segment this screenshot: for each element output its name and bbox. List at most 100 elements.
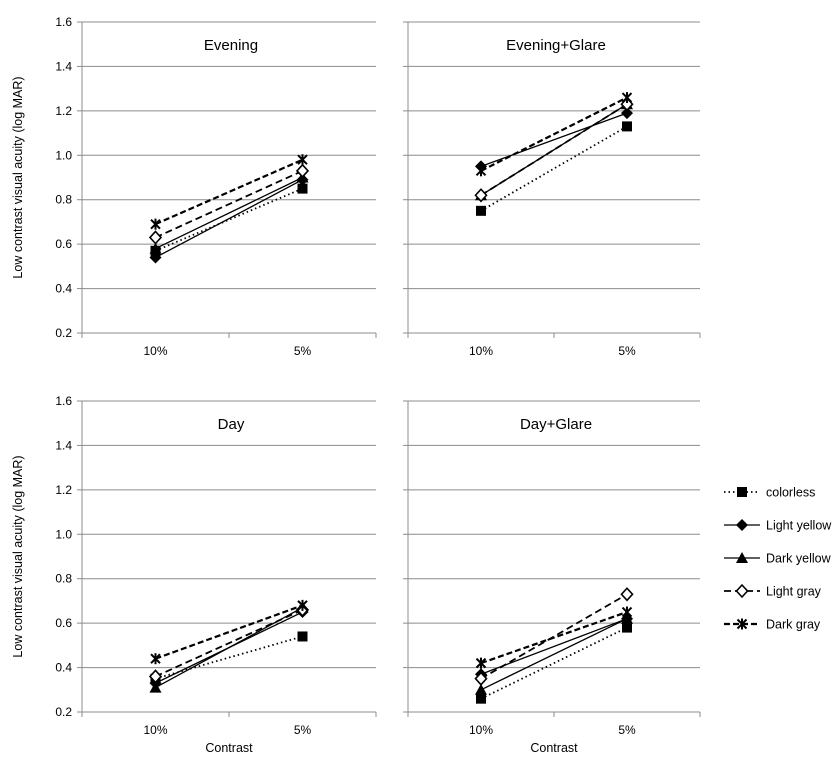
y-tick-label: 1.4 [55, 438, 72, 452]
panel-title: Day+Glare [520, 416, 592, 433]
data-point [622, 622, 632, 633]
series-line [480, 125, 628, 212]
legend-marker [736, 618, 748, 630]
triangle-marker-shape [621, 612, 633, 624]
legend-item: colorless [724, 486, 815, 500]
legend-label: Light gray [766, 585, 822, 599]
data-point [475, 165, 487, 177]
data-point [474, 671, 488, 686]
series-dark-yellow [149, 171, 309, 254]
chart-panel-1: 0.2 0.4 0.6 0.8 1.0 1.2 1.4 1.6 10% 5% Evening Low … [11, 15, 377, 358]
data-point [295, 163, 310, 179]
data-point [621, 107, 633, 120]
legend-label: Light yellow [766, 519, 832, 533]
series-light-yellow [149, 173, 309, 264]
data-point [622, 121, 632, 132]
x-tick-label: 5% [618, 723, 636, 737]
chart-panel-3: 0.2 0.4 0.6 0.8 1.0 1.2 1.4 1.6 10% 5% Day Low cont… [11, 394, 377, 755]
legend-item: Dark yellow [724, 552, 832, 566]
open-diamond-marker-shape [148, 669, 163, 684]
legend: colorless Light yellow Dark yellow Light gr… [724, 486, 832, 632]
data-point [475, 683, 487, 695]
y-tick-label: 0.6 [55, 237, 72, 251]
legend-label: Dark gray [766, 618, 821, 632]
y-tick-label: 1.2 [55, 104, 72, 118]
triangle-marker-shape [475, 683, 487, 695]
data-point [621, 612, 633, 624]
square-marker-shape [297, 631, 308, 642]
x-tick-label: 10% [469, 344, 493, 358]
diamond-marker-shape [736, 519, 748, 531]
triangle-marker-shape [149, 242, 162, 254]
y-tick-label: 0.6 [55, 616, 72, 630]
series-light-gray [148, 163, 310, 245]
data-point [621, 606, 633, 618]
series-line [480, 103, 628, 197]
y-axis-label: Low contrast visual acuity (log MAR) [11, 76, 25, 278]
chart-panel-4: 10% 5% Day+Glare Contrast [403, 400, 701, 755]
series-colorless [150, 183, 308, 256]
data-point [149, 251, 162, 264]
data-point [297, 154, 308, 166]
series-line [155, 187, 303, 252]
y-tick-label: 0.4 [55, 282, 72, 296]
series-line [480, 610, 628, 665]
legend-label: Dark yellow [766, 552, 832, 566]
square-marker-shape [622, 121, 632, 132]
open-diamond-marker-shape [735, 583, 749, 599]
series-line [480, 626, 628, 700]
legend-marker [736, 519, 748, 531]
series-line [480, 112, 628, 168]
data-point [474, 188, 488, 203]
data-point [297, 183, 308, 194]
data-point [148, 669, 163, 684]
x-tick-label: 10% [143, 723, 167, 737]
legend-item: Light gray [724, 583, 822, 599]
y-tick-label: 1.2 [55, 483, 72, 497]
series-dark-gray [150, 599, 308, 665]
data-point [148, 230, 163, 245]
series-dark-gray [150, 154, 308, 230]
series-line [155, 179, 303, 259]
legend-marker [737, 487, 747, 497]
x-tick-label: 10% [143, 344, 167, 358]
open-diamond-marker-shape [620, 587, 634, 602]
chart-panel-2: 10% 5% Evening+Glare [403, 21, 701, 358]
legend-label: colorless [766, 486, 815, 500]
panel-title: Evening+Glare [506, 37, 606, 54]
data-point [476, 693, 486, 704]
y-tick-label: 0.8 [55, 572, 72, 586]
x-axis-label: Contrast [530, 741, 578, 755]
y-tick-label: 1.6 [55, 15, 72, 29]
data-point [149, 242, 162, 254]
legend-item: Dark gray [724, 618, 821, 632]
panel-title: Evening [204, 37, 258, 54]
y-tick-label: 0.2 [55, 705, 72, 719]
data-point [149, 681, 162, 693]
data-point [150, 218, 161, 230]
x-tick-label: 5% [294, 344, 312, 358]
open-diamond-marker-shape [474, 671, 488, 686]
legend-marker [736, 552, 748, 563]
series-line [480, 96, 628, 172]
y-tick-label: 0.4 [55, 661, 72, 675]
diamond-marker-shape [149, 251, 162, 264]
y-tick-label: 1.0 [55, 148, 72, 162]
legend-item: Light yellow [724, 519, 832, 533]
open-diamond-marker-shape [148, 230, 163, 245]
series-light-gray [474, 587, 634, 686]
series-dark-gray [475, 92, 633, 177]
y-axis-label: Low contrast visual acuity (log MAR) [11, 455, 25, 657]
data-point [297, 631, 308, 642]
series-line [155, 608, 303, 678]
series-line [480, 593, 628, 680]
diamond-marker-shape [621, 107, 633, 120]
series-colorless [476, 622, 632, 704]
legend-marker [735, 583, 749, 599]
series-line [155, 635, 303, 680]
data-point [297, 599, 308, 611]
y-tick-label: 1.4 [55, 59, 72, 73]
square-marker-shape [297, 183, 308, 194]
series-dark-yellow [475, 612, 633, 695]
data-point [475, 657, 487, 669]
